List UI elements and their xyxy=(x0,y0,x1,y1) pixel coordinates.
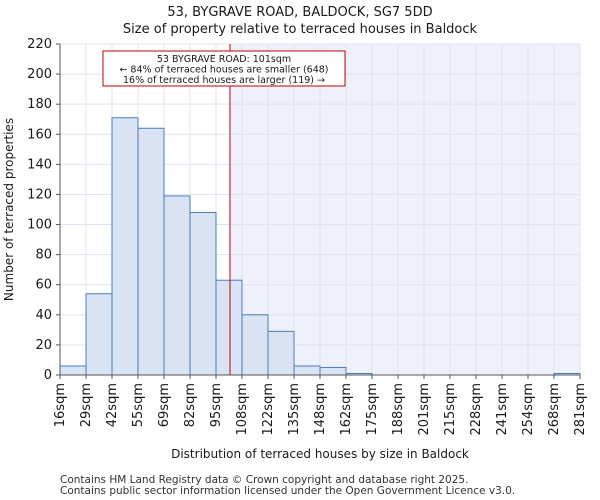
x-tick-label: 281sqm xyxy=(573,383,588,436)
x-tick-label: 188sqm xyxy=(391,383,406,436)
x-tick-label: 29sqm xyxy=(79,383,94,427)
histogram-bar xyxy=(267,330,295,376)
chart-subtitle: Size of property relative to terraced ho… xyxy=(122,22,478,37)
x-tick-label: 95sqm xyxy=(209,383,224,427)
histogram-bar xyxy=(189,212,217,376)
x-tick-label: 148sqm xyxy=(313,383,328,436)
x-tick-label: 241sqm xyxy=(495,383,510,436)
x-tick-label: 69sqm xyxy=(157,383,172,427)
y-tick-label: 20 xyxy=(35,338,52,353)
x-tick-label: 254sqm xyxy=(521,383,536,436)
y-tick-label: 180 xyxy=(27,97,52,112)
histogram-bar xyxy=(241,314,269,376)
y-tick-label: 0 xyxy=(44,368,52,383)
y-tick-label: 60 xyxy=(35,278,52,293)
annotation-line: 53 BYGRAVE ROAD: 101sqm xyxy=(157,54,291,65)
histogram-bar xyxy=(319,366,347,376)
x-tick-label: 42sqm xyxy=(105,383,120,427)
histogram-bar xyxy=(85,293,113,376)
x-tick-label: 16sqm xyxy=(53,383,68,427)
x-tick-label: 228sqm xyxy=(469,383,484,436)
x-axis-title: Distribution of terraced houses by size … xyxy=(171,447,469,461)
x-tick-label: 175sqm xyxy=(365,383,380,436)
histogram-bar xyxy=(137,127,165,376)
y-axis-title: Number of terraced properties xyxy=(2,118,16,301)
larger-region-shade xyxy=(230,44,580,375)
x-tick-label: 162sqm xyxy=(339,383,354,436)
annotation-box xyxy=(102,50,346,87)
histogram-bar xyxy=(163,195,191,376)
footer-licence: Contains public sector information licen… xyxy=(60,485,516,497)
chart-title: 53, BYGRAVE ROAD, BALDOCK, SG7 5DD xyxy=(167,5,433,20)
histogram-chart: 53 BYGRAVE ROAD: 101sqm← 84% of terraced… xyxy=(2,37,588,461)
y-tick-label: 220 xyxy=(27,37,52,52)
x-tick-label: 82sqm xyxy=(183,383,198,427)
x-tick-label: 135sqm xyxy=(287,383,302,436)
histogram-bar xyxy=(59,365,87,376)
x-tick-label: 201sqm xyxy=(417,383,432,436)
histogram-bar xyxy=(111,117,139,376)
y-tick-label: 140 xyxy=(27,157,52,172)
x-tick-label: 55sqm xyxy=(131,383,146,427)
histogram-bar xyxy=(215,279,243,376)
y-tick-label: 100 xyxy=(27,218,52,233)
histogram-bar xyxy=(293,365,321,376)
y-tick-label: 40 xyxy=(35,308,52,323)
annotation-line: 16% of terraced houses are larger (119) … xyxy=(123,75,325,86)
annotation-line: ← 84% of terraced houses are smaller (64… xyxy=(119,65,328,76)
x-tick-label: 108sqm xyxy=(235,383,250,436)
x-tick-label: 268sqm xyxy=(547,383,562,436)
footer-copyright: Contains HM Land Registry data © Crown c… xyxy=(60,474,469,486)
y-tick-label: 160 xyxy=(27,127,52,142)
y-tick-label: 120 xyxy=(27,187,52,202)
x-tick-label: 215sqm xyxy=(443,383,458,436)
y-tick-label: 80 xyxy=(35,248,52,263)
y-tick-label: 200 xyxy=(27,67,52,82)
x-tick-label: 122sqm xyxy=(261,383,276,436)
